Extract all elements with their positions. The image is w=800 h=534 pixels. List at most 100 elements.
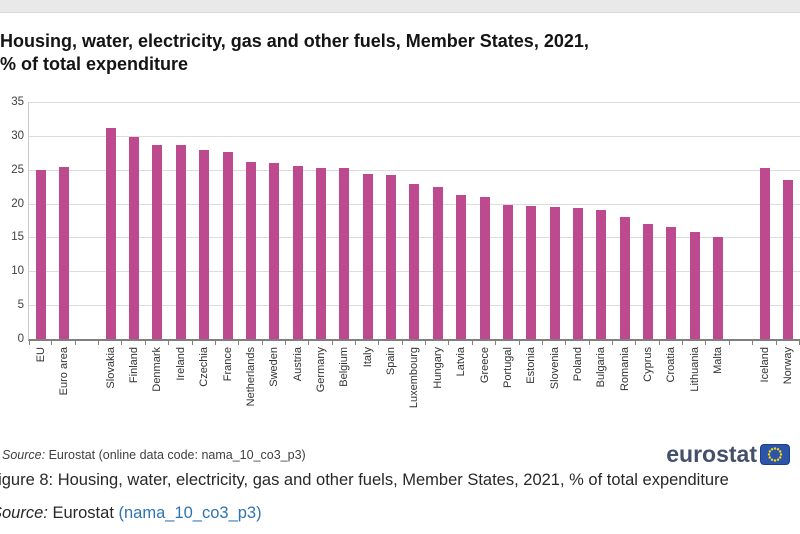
chart-source-note: Source: Eurostat (online data code: nama… — [2, 448, 306, 462]
y-axis-tick-label: 10 — [11, 265, 24, 278]
bar-romania — [619, 217, 630, 339]
eurostat-logo-text: eurostat — [666, 441, 757, 467]
bar-belgium — [339, 168, 350, 339]
x-axis-label: Norway — [782, 347, 795, 385]
bar-slot: Latvia — [449, 102, 474, 376]
x-axis-label: Czechia — [198, 347, 211, 387]
y-axis-tick-label: 25 — [11, 163, 24, 176]
x-axis-label: Belgium — [338, 347, 351, 387]
bar-portugal — [502, 204, 513, 339]
bar-slot: Italy — [356, 102, 380, 367]
bar-estonia — [526, 205, 537, 339]
chart-title: Housing, water, electricity, gas and oth… — [0, 30, 760, 76]
bar-slot: Belgium — [333, 102, 357, 387]
bar-slot: Germany — [309, 102, 334, 392]
x-axis-label: Luxembourg — [408, 347, 421, 409]
bar-slot: Denmark — [146, 102, 170, 392]
x-axis-label: Poland — [571, 347, 584, 382]
bar-iceland — [759, 167, 770, 339]
x-axis-label: Croatia — [665, 347, 678, 383]
bar-slot: Cyprus — [636, 102, 661, 382]
gap-slot — [730, 102, 754, 345]
x-axis-label: Greece — [478, 347, 491, 384]
y-axis-tick-label: 30 — [11, 129, 24, 142]
bar-hungary — [432, 187, 443, 339]
bar-latvia — [456, 195, 467, 339]
chart-title-line1: Housing, water, electricity, gas and oth… — [0, 31, 589, 51]
x-axis-label: Bulgaria — [595, 347, 608, 388]
bar-bulgaria — [596, 210, 607, 339]
page-source-line: Source: Eurostat (nama_10_co3_p3) — [0, 504, 262, 523]
figure-caption: Figure 8: Housing, water, electricity, g… — [0, 471, 729, 489]
bar-france — [222, 152, 233, 339]
bar-slot: Iceland — [753, 102, 777, 382]
bar-slot: Norway — [777, 102, 800, 384]
x-axis-label: EU — [34, 347, 47, 363]
x-axis-label: Romania — [618, 347, 631, 392]
dataset-link[interactable]: (nama_10_co3_p3) — [118, 504, 262, 522]
x-axis-label: Slovakia — [104, 347, 117, 389]
x-axis-label: Lithuania — [688, 347, 701, 392]
bar-slot: Slovakia — [99, 102, 123, 389]
bar-poland — [572, 208, 583, 339]
bar-italy — [362, 173, 373, 339]
bar-slot: Greece — [473, 102, 497, 383]
bar-greece — [479, 197, 490, 339]
y-axis-tick-label: 0 — [17, 333, 24, 345]
x-axis-label: Estonia — [525, 347, 538, 384]
x-axis-label: Denmark — [151, 347, 164, 392]
source-label: Source: — [0, 504, 48, 522]
x-axis-label: Netherlands — [244, 347, 257, 407]
bar-slot: Czechia — [193, 102, 217, 387]
x-axis-label: Ireland — [174, 347, 187, 381]
gridline-35 — [29, 102, 800, 103]
x-axis-label: Slovenia — [548, 347, 561, 390]
y-axis-tick-label: 15 — [11, 231, 24, 244]
bar-cyprus — [643, 223, 654, 339]
bar-luxembourg — [409, 183, 420, 339]
x-axis-label: Austria — [291, 347, 304, 382]
bar-slot: Malta — [706, 102, 731, 374]
bar-eu — [35, 169, 46, 339]
x-axis-label: Malta — [712, 347, 725, 374]
bar-spain — [386, 175, 397, 339]
bar-croatia — [666, 227, 677, 339]
bar-slot: Slovenia — [543, 102, 567, 389]
x-axis-label: France — [221, 347, 234, 382]
bar-slot: Ireland — [169, 102, 193, 381]
bar-slot: Lithuania — [683, 102, 707, 392]
bar-czechia — [199, 150, 210, 339]
bar-sweden — [269, 162, 280, 339]
plot-area: EU Euro area Slovakia Finland Denmark Ireland… — [11, 96, 800, 408]
bar-slot: Poland — [566, 102, 590, 381]
x-axis-label: Portugal — [501, 347, 514, 388]
x-axis-label: Euro area — [58, 347, 71, 396]
bar-finland — [129, 137, 140, 339]
y-axis-tick-label: 5 — [17, 299, 24, 312]
bar-slot: Finland — [122, 102, 147, 383]
bar-slot: Bulgaria — [590, 102, 614, 387]
chart-title-line2: % of total expenditure — [0, 54, 189, 74]
source-text: Eurostat (online data code: nama_10_co3_… — [45, 448, 306, 462]
bar-slot: Estonia — [520, 102, 544, 384]
bar-slot: Netherlands — [239, 102, 263, 406]
gap-slot — [76, 102, 100, 345]
x-axis-label: Spain — [385, 347, 398, 376]
x-axis-label: Latvia — [455, 347, 468, 377]
x-axis-label: Germany — [314, 347, 327, 393]
bar-netherlands — [245, 161, 256, 339]
bar-germany — [315, 167, 326, 339]
x-axis-label: Iceland — [758, 347, 771, 383]
bar-slot: Romania — [613, 102, 637, 391]
x-axis-label: Italy — [361, 347, 374, 368]
bar-slot: Sweden — [263, 102, 287, 387]
source-label: Source: — [2, 448, 46, 462]
eu-flag-icon — [760, 444, 790, 465]
bar-lithuania — [689, 232, 700, 339]
bar-slot: Spain — [379, 102, 404, 375]
bar-ireland — [175, 145, 186, 339]
x-axis-label: Finland — [128, 347, 141, 384]
bar-slot: EU — [29, 102, 53, 362]
bar-denmark — [152, 145, 163, 339]
bar-slovenia — [549, 206, 560, 339]
